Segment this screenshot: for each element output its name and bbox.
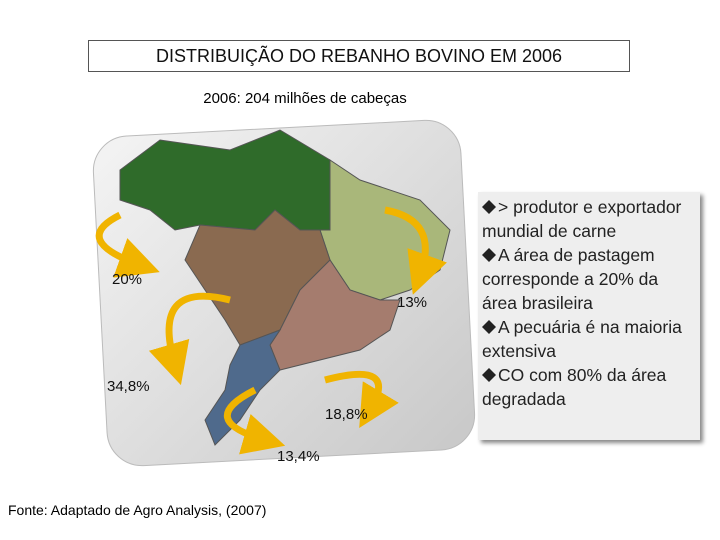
bullet: A pecuária é na maioria extensiva — [482, 315, 696, 363]
arrow — [223, 386, 286, 455]
arrow — [384, 206, 447, 295]
bullet-icon — [482, 320, 496, 334]
bullet-icon — [482, 368, 496, 382]
bullet: A área de pastagem corresponde a 20% da … — [482, 243, 696, 315]
arrow — [324, 370, 399, 429]
region-label: 34,8% — [107, 378, 150, 395]
bullet-box: > produtor e exportador mundial de carne… — [478, 192, 700, 440]
bullet-icon — [482, 248, 496, 262]
bullet-text: A pecuária é na maioria extensiva — [482, 317, 682, 361]
region-label: 13% — [397, 294, 427, 311]
arrow — [148, 292, 231, 386]
bullet: CO com 80% da área degradada — [482, 363, 696, 411]
bullet-text: > produtor e exportador mundial de carne — [482, 197, 682, 241]
bullet-text: CO com 80% da área degradada — [482, 365, 667, 409]
region-label: 18,8% — [325, 406, 368, 423]
bullet-icon — [482, 200, 496, 214]
title: DISTRIBUIÇÃO DO REBANHO BOVINO EM 2006 — [88, 40, 630, 72]
region-label: 13,4% — [277, 448, 320, 465]
arrow — [95, 211, 160, 278]
bullet: > produtor e exportador mundial de carne — [482, 195, 696, 243]
source: Fonte: Adaptado de Agro Analysis, (2007) — [8, 502, 267, 518]
region-label: 20% — [112, 271, 142, 288]
subtitle: 2006: 204 milhões de cabeças — [203, 90, 407, 107]
bullet-text: A área de pastagem corresponde a 20% da … — [482, 245, 659, 313]
